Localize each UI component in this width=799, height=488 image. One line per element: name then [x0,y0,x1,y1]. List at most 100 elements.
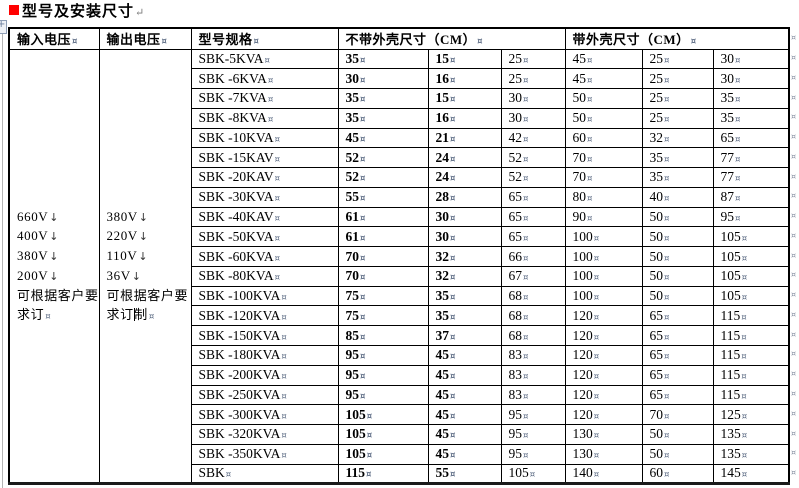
model-cell[interactable]: SBK -30KVA¤ [190,186,339,208]
dimension-cell[interactable]: 60¤ [641,463,714,485]
dimension-cell[interactable]: 145¤ [712,463,790,485]
dimension-cell[interactable]: 75¤ [337,285,429,307]
header-without-shell[interactable]: 不带外壳尺寸（CM）¤ [337,27,566,50]
dimension-cell[interactable]: 65¤ [641,384,714,406]
dimension-cell[interactable]: 25¤ [641,107,714,129]
dimension-cell[interactable]: 52¤ [337,147,429,169]
dimension-cell[interactable]: 83¤ [500,384,566,406]
dimension-cell[interactable]: 105¤ [712,285,790,307]
dimension-cell[interactable]: 130¤ [564,443,643,465]
header-with-shell[interactable]: 带外壳尺寸（CM）¤ [564,27,790,50]
dimension-cell[interactable]: 65¤ [641,344,714,366]
dimension-cell[interactable]: 50¤ [641,265,714,287]
model-cell[interactable]: SBK -100KVA¤ [190,285,339,307]
dimension-cell[interactable]: 105¤ [337,443,429,465]
dimension-cell[interactable]: 130¤ [564,424,643,445]
dimension-cell[interactable]: 32¤ [427,246,502,267]
dimension-cell[interactable]: 30¤ [712,48,790,70]
table-move-handle-icon[interactable] [0,20,7,34]
model-cell[interactable]: SBK -20KAV¤ [190,167,339,188]
dimension-cell[interactable]: 80¤ [564,186,643,208]
output-voltage-cell[interactable]: 380V↓ 220V↓ 110V↓ 36V↓ 可根据客户要 求订制¤ [98,48,192,485]
dimension-cell[interactable]: 70¤ [337,265,429,287]
dimension-cell[interactable]: 100¤ [564,265,643,287]
model-cell[interactable]: SBK -320KVA¤ [190,424,339,445]
dimension-cell[interactable]: 35¤ [712,88,790,109]
dimension-cell[interactable]: 55¤ [337,186,429,208]
dimension-cell[interactable]: 50¤ [641,206,714,228]
dimension-cell[interactable]: 68¤ [500,285,566,307]
dimension-cell[interactable]: 45¤ [427,384,502,406]
dimension-cell[interactable]: 32¤ [641,127,714,149]
dimension-cell[interactable]: 115¤ [712,325,790,346]
dimension-cell[interactable]: 115¤ [712,384,790,406]
dimension-cell[interactable]: 55¤ [427,463,502,485]
dimension-cell[interactable]: 75¤ [337,305,429,327]
dimension-cell[interactable]: 40¤ [641,186,714,208]
dimension-cell[interactable]: 135¤ [712,443,790,465]
dimension-cell[interactable]: 30¤ [337,68,429,90]
dimension-cell[interactable]: 25¤ [641,68,714,90]
dimension-cell[interactable]: 30¤ [712,68,790,90]
dimension-cell[interactable]: 45¤ [564,68,643,90]
dimension-cell[interactable]: 60¤ [564,127,643,149]
input-voltage-cell[interactable]: 660V↓ 400V↓ 380V↓ 200V↓ 可根据客户要 求订¤ [8,48,100,485]
dimension-cell[interactable]: 65¤ [641,364,714,386]
dimension-cell[interactable]: 105¤ [337,404,429,426]
dimension-cell[interactable]: 45¤ [427,424,502,445]
dimension-cell[interactable]: 45¤ [427,344,502,366]
dimension-cell[interactable]: 83¤ [500,364,566,386]
dimension-cell[interactable]: 21¤ [427,127,502,149]
dimension-cell[interactable]: 95¤ [337,384,429,406]
model-cell[interactable]: SBK -80KVA¤ [190,265,339,287]
dimension-cell[interactable]: 25¤ [500,68,566,90]
dimension-cell[interactable]: 105¤ [337,424,429,445]
dimension-cell[interactable]: 115¤ [337,463,429,485]
model-cell[interactable]: SBK -350KVA¤ [190,443,339,465]
dimension-cell[interactable]: 70¤ [641,404,714,426]
dimension-cell[interactable]: 28¤ [427,186,502,208]
model-cell[interactable]: SBK -250KVA¤ [190,384,339,406]
dimension-cell[interactable]: 45¤ [427,364,502,386]
dimension-cell[interactable]: 61¤ [337,206,429,228]
dimension-cell[interactable]: 70¤ [564,147,643,169]
dimension-cell[interactable]: 115¤ [712,305,790,327]
dimension-cell[interactable]: 45¤ [337,127,429,149]
dimension-cell[interactable]: 35¤ [641,147,714,169]
dimension-cell[interactable]: 52¤ [337,167,429,188]
dimension-cell[interactable]: 25¤ [500,48,566,70]
dimension-cell[interactable]: 30¤ [427,206,502,228]
dimension-cell[interactable]: 35¤ [712,107,790,129]
dimension-cell[interactable]: 37¤ [427,325,502,346]
dimension-cell[interactable]: 24¤ [427,147,502,169]
dimension-cell[interactable]: 65¤ [500,186,566,208]
dimension-cell[interactable]: 66¤ [500,246,566,267]
model-cell[interactable]: SBK -6KVA¤ [190,68,339,90]
dimension-cell[interactable]: 115¤ [712,364,790,386]
dimension-cell[interactable]: 68¤ [500,325,566,346]
dimension-cell[interactable]: 95¤ [337,364,429,386]
dimension-cell[interactable]: 70¤ [337,246,429,267]
dimension-cell[interactable]: 30¤ [500,88,566,109]
dimension-cell[interactable]: 35¤ [427,285,502,307]
model-cell[interactable]: SBK -50KVA¤ [190,226,339,248]
model-cell[interactable]: SBK -120KVA¤ [190,305,339,327]
dimension-cell[interactable]: 32¤ [427,265,502,287]
dimension-cell[interactable]: 77¤ [712,147,790,169]
header-input-voltage[interactable]: 输入电压¤ [8,27,100,50]
dimension-cell[interactable]: 35¤ [641,167,714,188]
model-cell[interactable]: SBK -7KVA¤ [190,88,339,109]
dimension-cell[interactable]: 95¤ [712,206,790,228]
dimension-cell[interactable]: 35¤ [337,48,429,70]
dimension-cell[interactable]: 45¤ [564,48,643,70]
dimension-cell[interactable]: 50¤ [564,88,643,109]
model-cell[interactable]: SBK -8KVA¤ [190,107,339,129]
dimension-cell[interactable]: 25¤ [641,48,714,70]
dimension-cell[interactable]: 52¤ [500,147,566,169]
dimension-cell[interactable]: 120¤ [564,305,643,327]
model-cell[interactable]: SBK -180KVA¤ [190,344,339,366]
dimension-cell[interactable]: 52¤ [500,167,566,188]
dimension-cell[interactable]: 100¤ [564,246,643,267]
dimension-cell[interactable]: 85¤ [337,325,429,346]
dimension-cell[interactable]: 15¤ [427,48,502,70]
